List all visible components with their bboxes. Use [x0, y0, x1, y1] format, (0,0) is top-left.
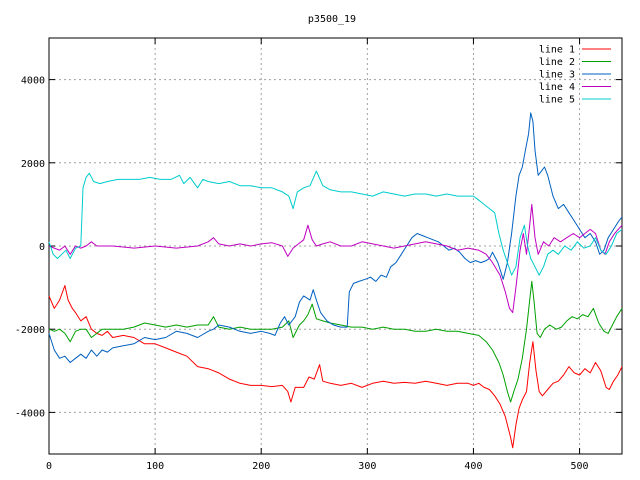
series-line-1 [48, 285, 623, 449]
x-tick-label: 200 [252, 461, 270, 472]
series-line-2 [48, 280, 623, 403]
legend-label: line 4 [539, 82, 575, 93]
series-line-4 [48, 203, 623, 314]
x-tick-label: 400 [464, 461, 482, 472]
x-tick-label: 500 [571, 461, 589, 472]
y-tick-label: 0 [39, 242, 45, 253]
axis-ticks: -4000 -2000 0 2000 4000 0 100 200 300 400 500 [15, 38, 622, 472]
y-tick-label: 2000 [21, 159, 45, 170]
y-tick-label: -4000 [15, 408, 45, 419]
y-tick-label: 4000 [21, 76, 45, 87]
legend-label: line 3 [539, 70, 575, 81]
legend-label: line 1 [539, 45, 575, 56]
grid-lines [49, 38, 622, 454]
legend-label: line 5 [539, 95, 575, 106]
y-tick-label: -2000 [15, 325, 45, 336]
x-tick-label: 300 [358, 461, 376, 472]
legend-label: line 2 [539, 57, 575, 68]
chart-title: p3500_19 [308, 14, 356, 25]
series-lines [48, 112, 623, 449]
series-line-5 [48, 170, 623, 276]
x-tick-label: 100 [146, 461, 164, 472]
series-line-3 [48, 112, 623, 363]
x-tick-label: 0 [46, 461, 52, 472]
